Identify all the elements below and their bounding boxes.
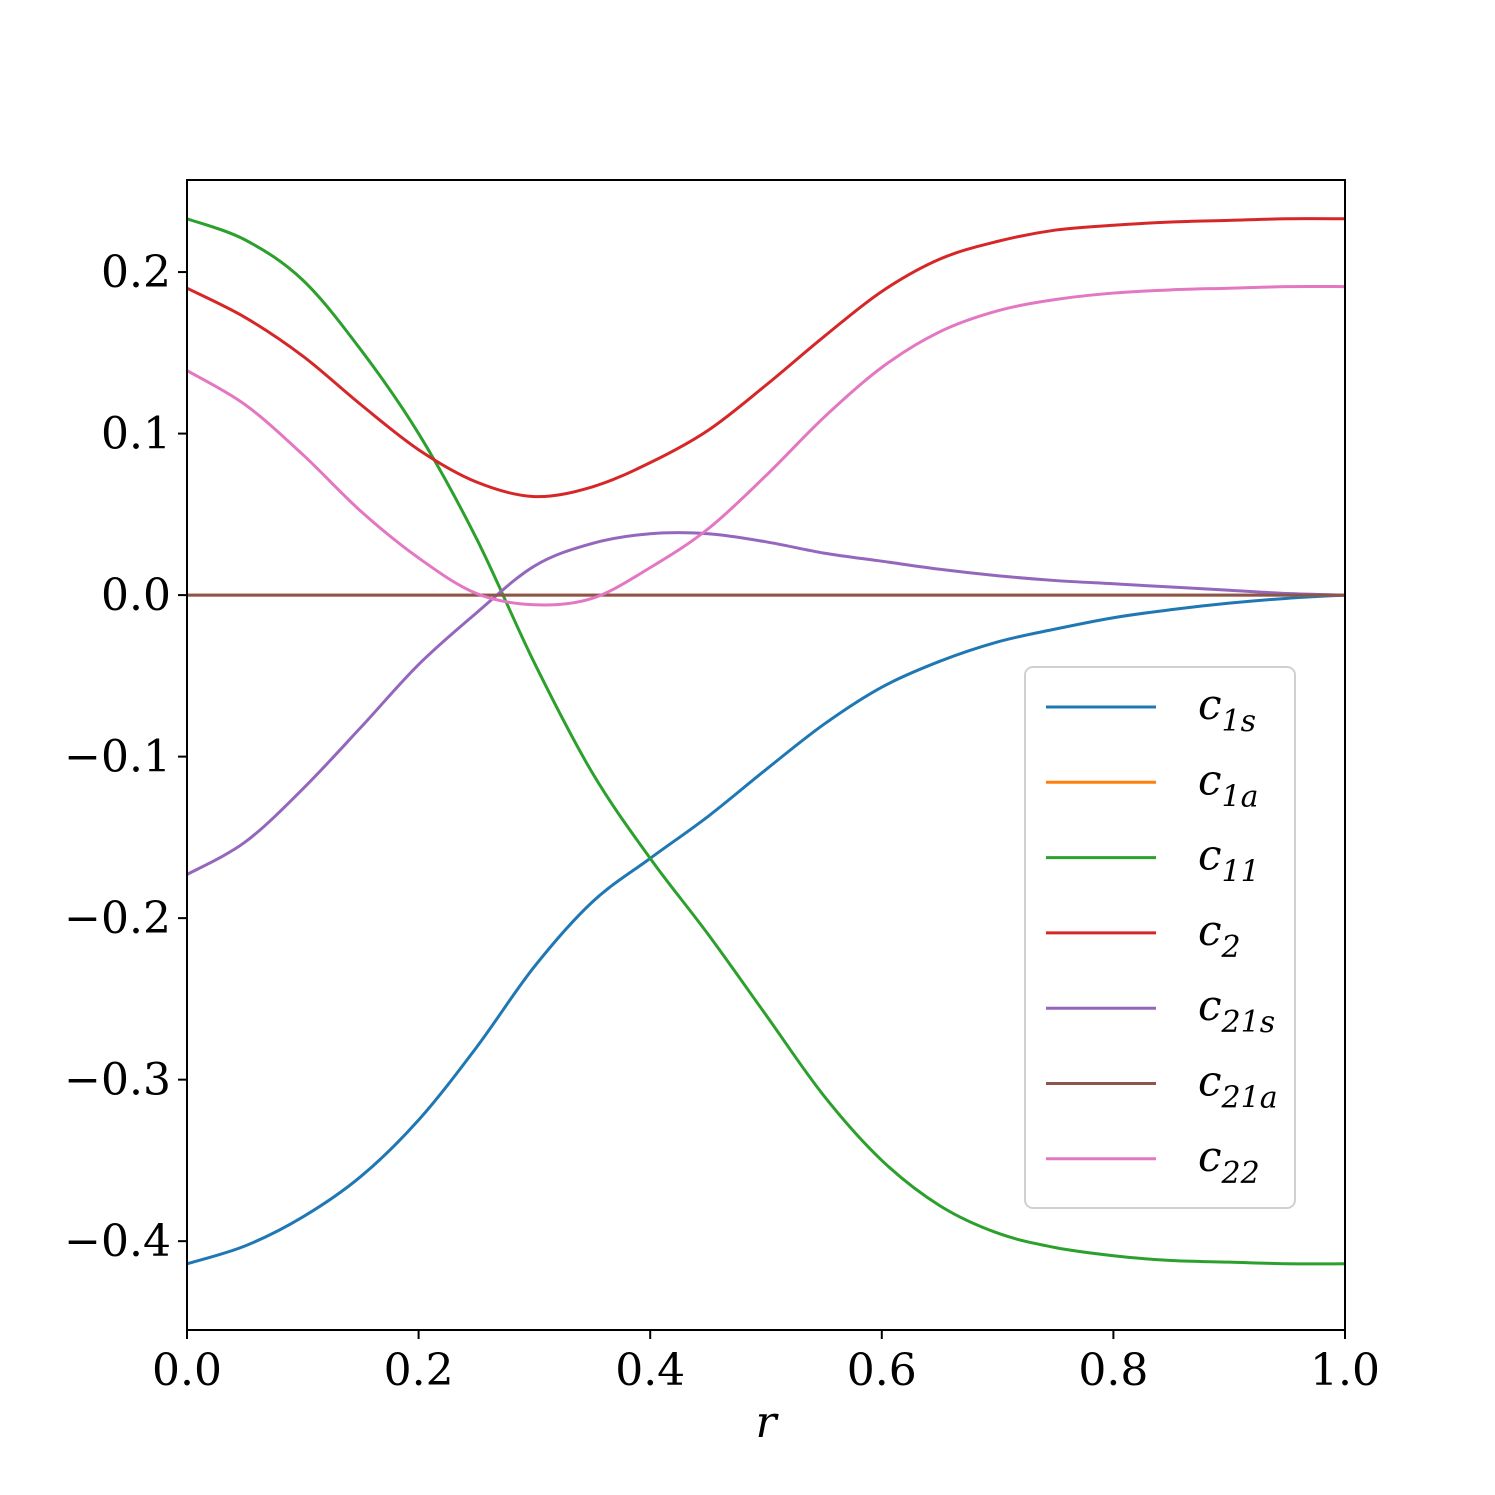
legend-item: c11	[1046, 831, 1260, 890]
legend-box	[1024, 666, 1296, 1209]
legend-item: c1a	[1046, 755, 1259, 814]
x-tick-label: 0.4	[615, 1345, 685, 1396]
legend-label: c1a	[1198, 755, 1259, 814]
legend-label-base: c	[1198, 1057, 1222, 1106]
legend-label-base: c	[1198, 755, 1222, 804]
series-line-c21s	[186, 531, 1346, 876]
series-line-c11	[186, 217, 1346, 1266]
series-line-c2	[186, 217, 1346, 499]
x-tick-label: 1.0	[1310, 1345, 1380, 1396]
x-axis: 0.0 0.2 0.4 0.6 0.8 1.0	[152, 1330, 1380, 1396]
x-tick-label: 0.6	[847, 1345, 917, 1396]
legend-label: c22	[1198, 1132, 1260, 1191]
legend-label-subscript: 1s	[1222, 704, 1256, 739]
legend-label: c21a	[1198, 1057, 1278, 1116]
y-tick-label: 0.0	[101, 570, 171, 621]
x-tick-label: 0.0	[152, 1345, 222, 1396]
series-line-c22	[186, 284, 1346, 607]
legend-label: c1s	[1198, 680, 1256, 739]
y-tick-label: −0.2	[64, 893, 171, 944]
y-tick-label: 0.2	[101, 247, 171, 298]
legend-label-subscript: 2	[1221, 930, 1241, 965]
legend-label-base: c	[1198, 1132, 1222, 1181]
legend-item: c1s	[1046, 680, 1256, 739]
legend-label-subscript: 1a	[1222, 779, 1259, 814]
y-axis: −0.4 −0.3 −0.2 −0.1 0.0 0.1 0.2	[64, 247, 187, 1267]
legend-label: c2	[1198, 906, 1241, 965]
legend-label-subscript: 21s	[1221, 1005, 1276, 1040]
plot-frame	[186, 179, 1346, 1331]
legend-item: c21s	[1046, 981, 1275, 1040]
legend-item: c22	[1046, 1132, 1260, 1191]
legend-label: c11	[1198, 831, 1260, 890]
x-tick-label: 0.2	[384, 1345, 454, 1396]
legend-label-base: c	[1198, 680, 1222, 729]
y-tick-label: −0.4	[64, 1216, 171, 1267]
legend-label-subscript: 22	[1221, 1156, 1260, 1191]
series-line-c1s	[186, 593, 1346, 1266]
legend-item: c2	[1046, 906, 1241, 965]
y-tick-label: 0.1	[101, 409, 171, 460]
legend-label: c21s	[1198, 981, 1275, 1040]
x-axis-label: r	[755, 1397, 779, 1448]
legend-label-base: c	[1198, 906, 1222, 955]
legend-label-subscript: 11	[1222, 855, 1260, 890]
y-tick-label: −0.1	[64, 732, 171, 783]
legend-label-subscript: 21a	[1221, 1081, 1278, 1116]
legend-item: c21a	[1046, 1057, 1278, 1116]
y-tick-label: −0.3	[64, 1055, 171, 1106]
legend-label-base: c	[1198, 981, 1222, 1030]
legend-label-base: c	[1198, 831, 1222, 880]
x-tick-label: 0.8	[1078, 1345, 1148, 1396]
series-layer	[186, 217, 1346, 1266]
